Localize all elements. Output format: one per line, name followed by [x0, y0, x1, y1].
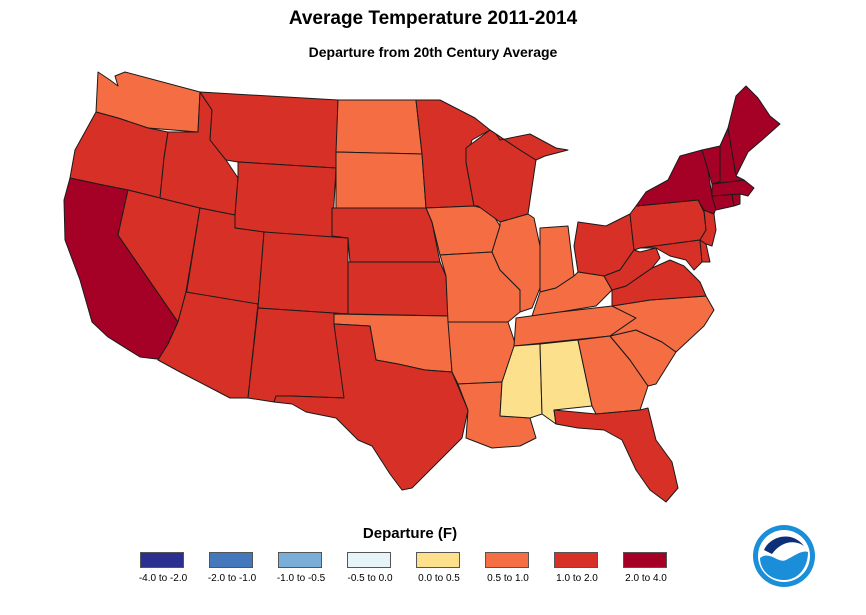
- legend-label: -4.0 to -2.0: [138, 573, 188, 584]
- state-WV[interactable]: [603, 247, 661, 291]
- legend-swatch: [485, 552, 529, 568]
- state-IL[interactable]: [491, 213, 541, 313]
- state-ME[interactable]: [727, 85, 781, 177]
- legend-item: -0.5 to 0.0: [335, 552, 415, 592]
- legend-label: -0.5 to 0.0: [347, 573, 393, 584]
- map-title: Average Temperature 2011-2014: [288, 8, 578, 29]
- legend-label: 2.0 to 4.0: [625, 573, 667, 584]
- legend-label: 1.0 to 2.0: [556, 573, 598, 584]
- legend-item: -4.0 to -2.0: [128, 552, 208, 592]
- state-RI[interactable]: [731, 193, 741, 207]
- state-CO[interactable]: [257, 231, 349, 315]
- legend-item: 0.5 to 1.0: [473, 552, 553, 592]
- legend-label: 0.0 to 0.5: [418, 573, 460, 584]
- state-ND[interactable]: [335, 99, 423, 155]
- noaa-logo-bird: [764, 536, 804, 554]
- legend-label: 0.5 to 1.0: [487, 573, 529, 584]
- legend-swatch: [209, 552, 253, 568]
- legend-swatch: [554, 552, 598, 568]
- legend-swatch: [623, 552, 667, 568]
- legend-swatch: [416, 552, 460, 568]
- legend-title: Departure (F): [362, 525, 458, 542]
- noaa-logo-wave: [760, 551, 808, 580]
- us-state-map: [63, 71, 781, 503]
- noaa-logo: [753, 525, 815, 587]
- legend-item: -1.0 to -0.5: [266, 552, 346, 592]
- state-NJ[interactable]: [699, 209, 717, 247]
- legend-item: 2.0 to 4.0: [611, 552, 691, 592]
- legend-item: -2.0 to -1.0: [197, 552, 277, 592]
- map-subtitle: Departure from 20th Century Average: [308, 44, 558, 60]
- legend-item: 0.0 to 0.5: [404, 552, 484, 592]
- state-KS[interactable]: [347, 261, 449, 317]
- legend-swatch: [347, 552, 391, 568]
- state-FL[interactable]: [553, 407, 679, 503]
- legend-item: 1.0 to 2.0: [542, 552, 622, 592]
- state-CT[interactable]: [711, 193, 735, 211]
- state-TX[interactable]: [273, 323, 469, 491]
- state-MI[interactable]: [489, 129, 569, 161]
- legend-label: -1.0 to -0.5: [276, 573, 326, 584]
- state-NM[interactable]: [247, 307, 349, 403]
- legend: -4.0 to -2.0 -2.0 to -1.0 -1.0 to -0.5 -0.5…: [128, 552, 688, 592]
- legend-swatch: [278, 552, 322, 568]
- legend-swatch: [140, 552, 184, 568]
- legend-label: -2.0 to -1.0: [207, 573, 257, 584]
- state-SD[interactable]: [335, 151, 427, 211]
- state-NY[interactable]: [635, 149, 717, 215]
- state-WY[interactable]: [234, 161, 337, 241]
